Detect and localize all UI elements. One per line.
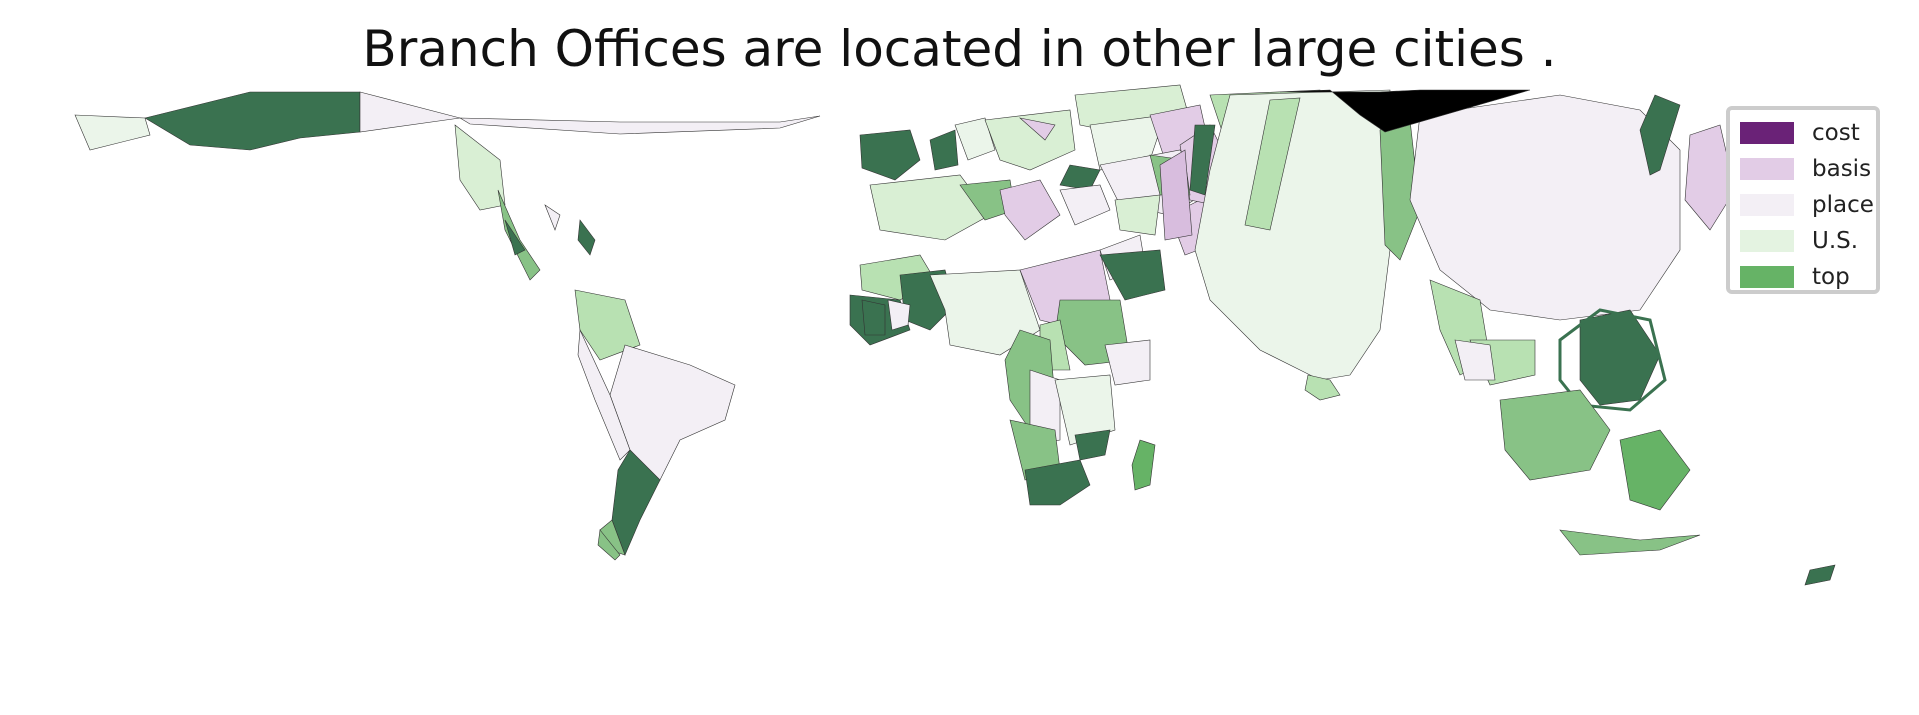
region-india — [1194, 89, 1391, 381]
region-ivory-coast — [861, 299, 886, 336]
region-sri-lanka — [1304, 374, 1341, 401]
region-central-a — [497, 189, 541, 281]
region-korea — [1684, 124, 1736, 231]
region-nz — [1804, 564, 1836, 586]
region-alaska — [144, 91, 361, 151]
region-pakistan — [1244, 97, 1301, 231]
legend-item-place: place — [1740, 190, 1874, 220]
region-caribbean-2 — [544, 204, 561, 231]
region-south-africa — [1024, 459, 1091, 506]
legend-label-cost: cost — [1812, 120, 1860, 146]
legend-swatch-place — [1740, 194, 1794, 216]
region-italy — [999, 179, 1061, 241]
region-scandinavia — [929, 129, 959, 171]
legend-swatch-basis — [1740, 158, 1794, 180]
legend-swatch-us — [1740, 230, 1794, 252]
region-indonesia-b — [1559, 529, 1701, 556]
region-philippines-ring — [1558, 308, 1667, 412]
legend-swatch-top — [1740, 266, 1794, 288]
region-greece — [1059, 184, 1111, 226]
region-persia-east — [1159, 149, 1193, 241]
region-tanzania — [1054, 374, 1116, 446]
region-europe-a — [984, 109, 1076, 171]
region-peru — [577, 328, 631, 461]
region-japan — [1639, 94, 1681, 176]
region-horn — [1099, 249, 1166, 301]
legend-item-basis: basis — [1740, 154, 1871, 184]
region-patagonia — [597, 529, 621, 561]
region-mozambique — [1074, 429, 1111, 461]
legend-item-cost: cost — [1740, 118, 1860, 148]
legend-swatch-cost — [1740, 122, 1794, 144]
legend: cost basis place U.S. top — [1726, 106, 1880, 294]
legend-item-us: U.S. — [1740, 226, 1858, 256]
region-caucasus — [1114, 194, 1161, 236]
region-sierra — [887, 299, 911, 331]
region-black-wedge — [1279, 89, 1531, 133]
legend-item-top: top — [1740, 262, 1850, 292]
region-iberia — [869, 174, 991, 241]
map-title: Branch Offices are located in other larg… — [362, 20, 1557, 78]
region-colombia — [574, 289, 641, 361]
region-nepal — [1189, 124, 1216, 196]
region-thailand — [1454, 339, 1496, 381]
region-mexico — [454, 124, 506, 211]
region-madagascar — [1131, 439, 1156, 491]
region-malaysia — [1499, 389, 1611, 481]
region-china — [1409, 94, 1681, 321]
region-canada-strip — [359, 91, 461, 133]
region-philippines — [1579, 309, 1661, 406]
legend-label-top: top — [1812, 264, 1850, 290]
region-east-a — [1104, 339, 1151, 386]
region-europe-b — [1018, 117, 1056, 141]
region-west-strip — [74, 114, 151, 151]
region-indonesia-a — [1619, 429, 1691, 511]
legend-label-basis: basis — [1812, 156, 1872, 182]
legend-label-place: place — [1812, 192, 1874, 218]
region-uk — [954, 117, 996, 161]
region-north-thin — [458, 115, 821, 135]
region-iceland — [859, 129, 921, 181]
region-caribbean — [577, 219, 596, 256]
region-central-b — [504, 219, 526, 256]
legend-label-us: U.S. — [1812, 228, 1859, 254]
